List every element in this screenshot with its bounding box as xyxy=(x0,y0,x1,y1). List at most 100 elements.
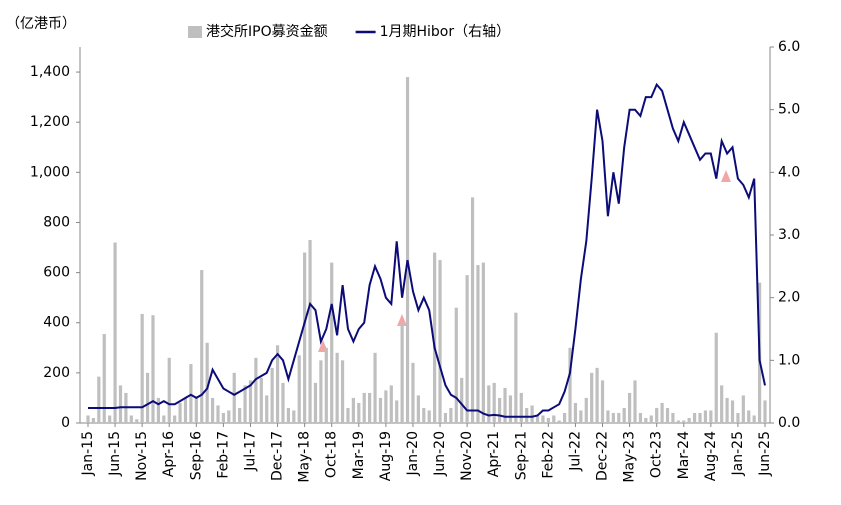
bar xyxy=(378,397,383,423)
bar xyxy=(644,417,648,423)
bar xyxy=(671,412,675,423)
bar xyxy=(698,412,702,423)
x-tick-label: Oct-18 xyxy=(324,431,340,478)
bar xyxy=(151,315,155,423)
x-tick-label: Jul-17 xyxy=(242,431,258,472)
bar xyxy=(525,407,529,423)
x-tick-label: May-18 xyxy=(297,431,313,483)
bar xyxy=(156,397,161,423)
y2-tick-label: 1.0 xyxy=(778,352,800,368)
bar xyxy=(259,377,263,423)
bar xyxy=(741,395,745,423)
y-tick-label: 0 xyxy=(61,415,70,431)
y2-tick-label: 3.0 xyxy=(778,227,800,243)
bar xyxy=(91,417,96,423)
bar xyxy=(238,407,242,423)
bar xyxy=(368,392,372,423)
bar xyxy=(140,313,144,423)
bar xyxy=(465,275,469,423)
bar xyxy=(286,407,290,423)
bar xyxy=(373,352,377,423)
x-tick-label: Dec-17 xyxy=(270,431,286,481)
bar xyxy=(362,392,366,423)
bar xyxy=(416,395,420,423)
bar xyxy=(617,412,621,423)
bar xyxy=(395,400,399,423)
bar xyxy=(351,397,355,423)
bar xyxy=(178,402,182,423)
x-tick-label: Jul-22 xyxy=(567,431,583,472)
bar xyxy=(248,380,253,423)
bar xyxy=(97,376,101,423)
bar xyxy=(227,410,231,423)
bar xyxy=(546,417,550,423)
bar xyxy=(590,372,594,423)
bar xyxy=(655,407,659,423)
bar xyxy=(633,380,637,423)
bar xyxy=(118,385,123,423)
bar xyxy=(113,242,117,423)
x-tick-label: Jan-20 xyxy=(405,431,421,476)
bar xyxy=(460,377,464,423)
bar xyxy=(129,415,133,423)
arrow xyxy=(721,170,731,182)
x-tick-label: Sep-21 xyxy=(513,431,529,480)
bar xyxy=(205,342,209,423)
bar xyxy=(303,252,307,423)
bar xyxy=(584,397,588,423)
x-tick-label: Jun-15 xyxy=(107,431,123,477)
bar xyxy=(535,415,540,423)
bar xyxy=(600,380,605,423)
bar xyxy=(221,412,225,423)
x-tick-label: Jun-20 xyxy=(432,431,448,477)
x-tick-label: Apr-21 xyxy=(486,431,502,477)
bar xyxy=(102,334,106,423)
bar xyxy=(541,415,545,423)
bar xyxy=(438,260,442,423)
bar xyxy=(357,402,361,423)
bar xyxy=(530,405,534,423)
bar xyxy=(763,400,767,423)
bar xyxy=(730,400,735,423)
x-tick-label: Mar-19 xyxy=(351,431,367,479)
bar xyxy=(454,307,458,423)
y-tick-label: 1,000 xyxy=(30,164,70,180)
bar xyxy=(649,415,653,423)
bar xyxy=(297,355,301,423)
bar xyxy=(725,397,729,423)
bar xyxy=(340,360,345,423)
bar xyxy=(519,392,523,423)
bar xyxy=(714,332,718,423)
bar xyxy=(108,415,112,423)
x-tick-label: Feb-17 xyxy=(215,431,231,479)
bar xyxy=(308,240,312,423)
bar xyxy=(281,382,285,423)
bar xyxy=(183,397,188,423)
bar xyxy=(194,397,198,423)
x-tick-label: Aug-24 xyxy=(703,431,719,481)
bar xyxy=(254,357,258,423)
bar xyxy=(265,395,269,423)
bar xyxy=(752,415,756,423)
arrow xyxy=(397,314,407,326)
bar xyxy=(189,364,193,423)
legend-label: 港交所IPO募资金额 xyxy=(206,23,328,40)
bar xyxy=(319,360,323,423)
y2-tick-label: 2.0 xyxy=(778,290,800,306)
bar xyxy=(568,347,572,423)
bar xyxy=(665,407,670,423)
bar xyxy=(443,412,448,423)
x-tick-label: Nov-15 xyxy=(134,431,150,481)
bar xyxy=(557,420,561,423)
bar xyxy=(162,415,166,423)
bar xyxy=(498,397,502,423)
bar xyxy=(427,410,431,423)
bar xyxy=(216,405,220,423)
bar xyxy=(720,385,724,423)
bar xyxy=(324,347,328,423)
bar xyxy=(384,390,388,423)
bar xyxy=(703,410,708,423)
bar xyxy=(676,420,680,423)
bar xyxy=(449,407,453,423)
